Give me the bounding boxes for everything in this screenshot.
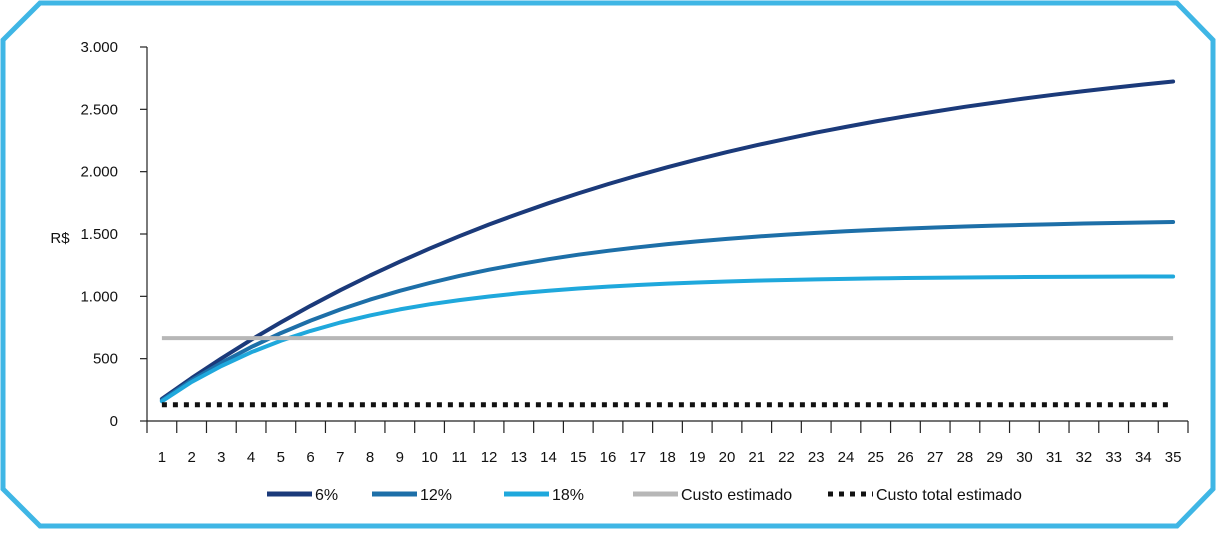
- x-tick-label: 3: [217, 449, 225, 466]
- y-tick-label: 1.000: [80, 288, 118, 305]
- legend-label-6: 6%: [315, 487, 338, 504]
- x-tick-label: 5: [277, 449, 285, 466]
- x-tick-label: 21: [748, 449, 765, 466]
- y-tick-label: 1.500: [80, 226, 118, 243]
- legend-label-18: 18%: [552, 487, 584, 504]
- x-tick-label: 8: [366, 449, 374, 466]
- x-tick-label: 30: [1016, 449, 1033, 466]
- x-tick-label: 2: [187, 449, 195, 466]
- x-tick-label: 26: [897, 449, 914, 466]
- x-tick-label: 33: [1105, 449, 1122, 466]
- series-line-6: [159, 79, 1176, 401]
- y-tick-label: 0: [110, 413, 118, 430]
- x-tick-label: 25: [867, 449, 884, 466]
- x-tick-label: 29: [986, 449, 1003, 466]
- x-tick-label: 4: [247, 449, 255, 466]
- x-tick-label: 1: [158, 449, 166, 466]
- x-tick-label: 19: [689, 449, 706, 466]
- x-tick-label: 27: [927, 449, 944, 466]
- x-tick-label: 28: [957, 449, 974, 466]
- x-tick-label: 17: [629, 449, 646, 466]
- x-tick-label: 32: [1076, 449, 1093, 466]
- x-tick-label: 11: [452, 449, 468, 466]
- x-tick-label: 13: [510, 449, 527, 466]
- x-tick-label: 10: [421, 449, 438, 466]
- x-tick-label: 23: [808, 449, 825, 466]
- y-tick-label: 500: [93, 351, 118, 368]
- x-tick-label: 14: [540, 449, 557, 466]
- y-tick-label: 2.500: [80, 101, 118, 118]
- x-tick-label: 35: [1165, 449, 1182, 466]
- x-tick-label: 24: [838, 449, 855, 466]
- x-tick-label: 20: [719, 449, 736, 466]
- x-tick-label: 7: [336, 449, 344, 466]
- series-line-12: [159, 220, 1176, 403]
- y-tick-label: 3.000: [80, 39, 118, 56]
- x-tick-label: 12: [481, 449, 498, 466]
- legend-label-custo-total-estimado: Custo total estimado: [876, 487, 1022, 504]
- series-lines: [159, 79, 1176, 408]
- x-tick-label: 9: [396, 449, 404, 466]
- y-axis-label: R$: [50, 230, 70, 247]
- x-tick-label: 6: [306, 449, 314, 466]
- series-line-18: [159, 274, 1176, 404]
- x-tick-label: 34: [1135, 449, 1152, 466]
- legend: 6% 12% 18% Custo estimado Custo total estima…: [267, 487, 1022, 504]
- legend-label-12: 12%: [420, 487, 452, 504]
- x-tick-label: 15: [570, 449, 587, 466]
- x-tick-label: 18: [659, 449, 676, 466]
- x-tick-label: 22: [778, 449, 795, 466]
- x-tick-label: 31: [1046, 449, 1063, 466]
- legend-label-custo-estimado: Custo estimado: [681, 487, 792, 504]
- y-tick-label: 2.000: [80, 164, 118, 181]
- x-tick-label: 16: [600, 449, 617, 466]
